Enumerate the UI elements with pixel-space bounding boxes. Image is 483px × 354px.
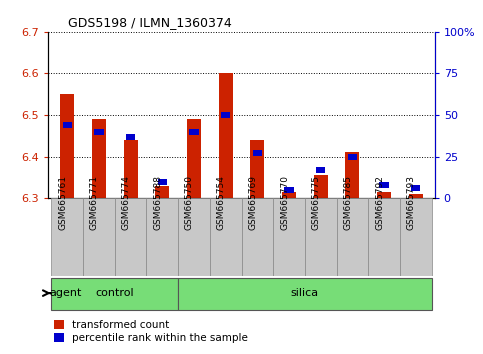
Bar (155, 186, 170, 198)
Text: control: control (96, 288, 134, 298)
Bar (284, 187, 294, 193)
Text: GSM665754: GSM665754 (217, 175, 226, 230)
Text: GSM665775: GSM665775 (312, 175, 321, 230)
Bar (345, 153, 359, 198)
Bar (60, 94, 74, 198)
Bar (305, 198, 337, 276)
Bar (316, 167, 326, 173)
Bar (178, 278, 431, 310)
Text: GSM665774: GSM665774 (122, 175, 130, 230)
Bar (273, 198, 305, 276)
Text: GSM665770: GSM665770 (280, 175, 289, 230)
Text: GSM665785: GSM665785 (343, 175, 353, 230)
Legend: transformed count, percentile rank within the sample: transformed count, percentile rank withi… (54, 320, 248, 343)
Bar (377, 192, 391, 198)
Bar (242, 198, 273, 276)
Bar (411, 185, 420, 191)
Bar (178, 198, 210, 276)
Bar (157, 179, 167, 184)
Text: GSM665792: GSM665792 (375, 175, 384, 230)
Bar (400, 198, 431, 276)
Bar (250, 140, 265, 198)
Bar (409, 194, 423, 198)
Bar (52, 278, 178, 310)
Text: GSM665750: GSM665750 (185, 175, 194, 230)
Bar (348, 154, 357, 160)
Bar (210, 198, 242, 276)
Bar (282, 192, 296, 198)
Text: GSM665793: GSM665793 (407, 175, 416, 230)
Bar (187, 119, 201, 198)
Bar (253, 150, 262, 156)
Bar (124, 140, 138, 198)
Bar (92, 119, 106, 198)
Bar (52, 198, 83, 276)
Bar (379, 182, 389, 188)
Bar (63, 122, 72, 128)
Bar (221, 112, 230, 118)
Text: GSM665788: GSM665788 (153, 175, 162, 230)
Text: GDS5198 / ILMN_1360374: GDS5198 / ILMN_1360374 (68, 16, 231, 29)
Bar (218, 73, 233, 198)
Text: GSM665771: GSM665771 (90, 175, 99, 230)
Bar (115, 198, 146, 276)
Bar (94, 129, 104, 135)
Text: agent: agent (49, 288, 82, 298)
Bar (313, 175, 328, 198)
Text: silica: silica (291, 288, 319, 298)
Bar (368, 198, 400, 276)
Bar (337, 198, 368, 276)
Bar (146, 198, 178, 276)
Bar (83, 198, 115, 276)
Text: GSM665769: GSM665769 (248, 175, 257, 230)
Text: GSM665761: GSM665761 (58, 175, 67, 230)
Bar (189, 129, 199, 135)
Bar (126, 134, 135, 139)
